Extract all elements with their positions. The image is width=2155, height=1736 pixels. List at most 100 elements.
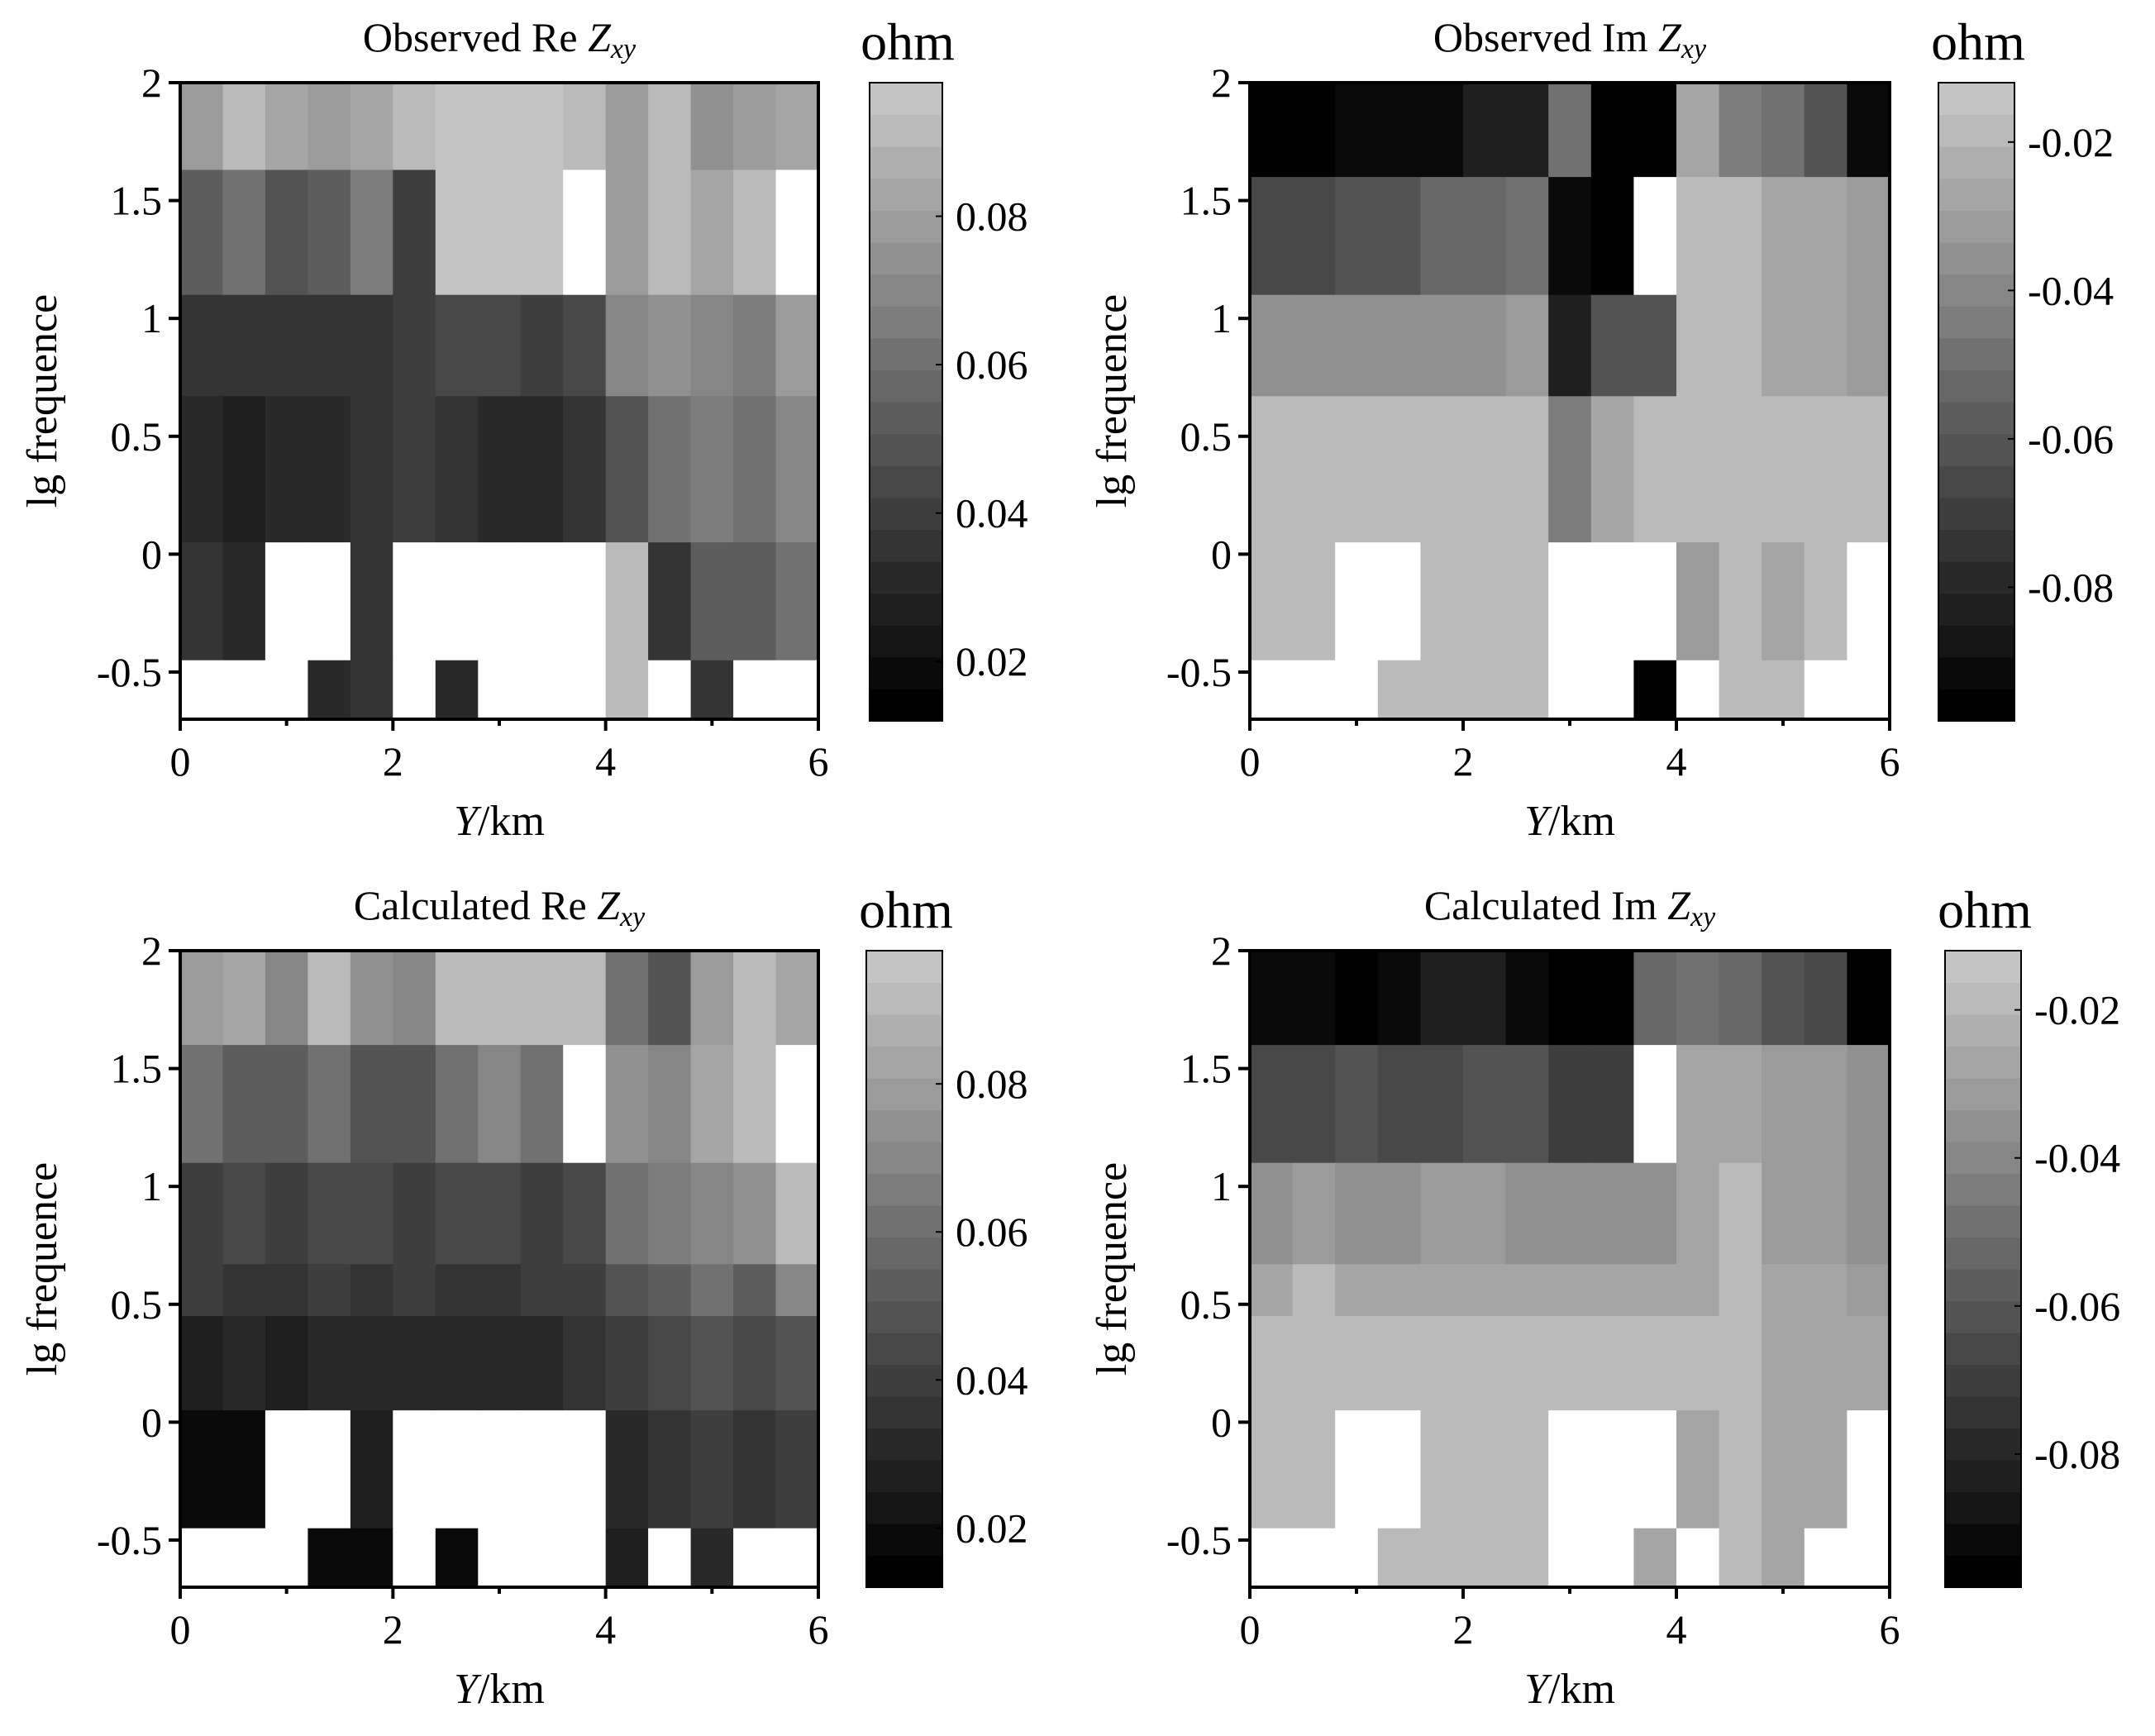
heatmap-cell: [1633, 1410, 1677, 1529]
heatmap-cell: [478, 660, 522, 720]
chart-title: Calculated Im Zxy: [1424, 882, 1716, 932]
heatmap-cell: [1548, 1316, 1592, 1411]
heatmap-cell: [1804, 83, 1847, 178]
heatmap-cell: [1590, 660, 1634, 720]
heatmap-cell: [775, 1264, 819, 1317]
heatmap-cell: [478, 396, 522, 543]
heatmap-cell: [350, 169, 393, 296]
heatmap-cell: [350, 1316, 393, 1411]
heatmap-cell: [1804, 396, 1847, 543]
heatmap-cell: [1505, 83, 1549, 178]
colorbar-step: [866, 1428, 942, 1461]
heatmap-cell: [690, 1410, 734, 1529]
heatmap-cell: [350, 660, 393, 720]
heatmap-cell: [478, 1264, 522, 1317]
colorbar-step: [1938, 337, 2014, 370]
heatmap-cell: [1590, 1410, 1634, 1529]
colorbar-step: [1945, 1109, 2021, 1142]
colorbar-step: [1938, 370, 2014, 403]
heatmap-cell: [1633, 1528, 1677, 1588]
heatmap-cell: [1676, 542, 1720, 661]
heatmap-cell: [733, 1162, 777, 1265]
heatmap-cell: [520, 1316, 564, 1411]
y-tick-label: 2: [1211, 60, 1232, 106]
colorbar-step: [1945, 1364, 2021, 1397]
heatmap-cell: [1463, 1410, 1507, 1529]
heatmap-cell: [1804, 1045, 1847, 1164]
colorbar-step: [1945, 1173, 2021, 1206]
heatmap-cell: [775, 1410, 819, 1529]
heatmap-cell: [1377, 542, 1421, 661]
heatmap-cell: [733, 1264, 777, 1317]
heatmap-cell: [308, 1316, 351, 1411]
heatmap-cell: [1762, 396, 1805, 543]
heatmap-cell: [265, 169, 308, 296]
heatmap-cell: [265, 660, 308, 720]
heatmap-cell: [648, 294, 692, 397]
heatmap-cell: [435, 1316, 479, 1411]
heatmap-cell: [222, 1528, 266, 1588]
heatmap-cell: [1676, 660, 1720, 720]
heatmap-cell: [1590, 542, 1634, 661]
heatmap-cell: [1292, 1264, 1336, 1317]
heatmap-cell: [1719, 1264, 1762, 1317]
colorbar-step: [1945, 1300, 2021, 1333]
heatmap-cell: [1292, 396, 1336, 543]
colorbar-tick-label: -0.02: [2028, 119, 2114, 165]
heatmap-cell: [563, 542, 607, 661]
heatmap-cell: [1548, 1162, 1592, 1265]
heatmap-cell: [1420, 83, 1464, 178]
heatmap-cell: [690, 1045, 734, 1164]
heatmap-cell: [1377, 294, 1421, 397]
heatmap-cell: [690, 1162, 734, 1265]
heatmap-cell: [1548, 1045, 1592, 1164]
heatmap-cell: [1250, 177, 1294, 296]
heatmap-cell: [1505, 1410, 1549, 1529]
colorbar: 0.08 0.06 0.04 0.02 ohm: [859, 880, 1028, 1588]
y-tick-label: -0.5: [1166, 649, 1232, 695]
heatmap-cell: [1292, 951, 1336, 1046]
heatmap-cell: [393, 396, 436, 543]
colorbar-step: [1945, 1396, 2021, 1429]
x-tick-label: 0: [1240, 1606, 1261, 1653]
colorbar-tick-label: 0.02: [956, 1505, 1028, 1551]
heatmap-cell: [1292, 660, 1336, 720]
heatmap-cell: [605, 1045, 649, 1164]
colorbar-step: [870, 593, 942, 626]
y-tick-label: 0: [1211, 1399, 1232, 1445]
y-tick-label: 1: [1211, 295, 1232, 341]
y-tick-label: 2: [141, 928, 162, 974]
heatmap-cell: [648, 1162, 692, 1265]
heatmap-cell: [180, 1264, 224, 1317]
heatmap-cell: [435, 1528, 479, 1588]
heatmap-cell: [1590, 951, 1634, 1046]
heatmap-cell: [265, 1162, 308, 1265]
heatmap-cell: [520, 951, 564, 1046]
heatmap-cell: [393, 1528, 436, 1588]
heatmap-cell: [1847, 1264, 1890, 1317]
colorbar-step: [1945, 1460, 2021, 1493]
heatmap-cell: [520, 294, 564, 397]
heatmap-cell: [308, 1264, 351, 1317]
heatmap-cell: [1762, 294, 1805, 397]
heatmap-cell: [1847, 542, 1890, 661]
heatmap-cell: [350, 1410, 393, 1529]
heatmap-cell: [180, 1528, 224, 1588]
y-axis-label: lg frequence: [1089, 294, 1136, 508]
heatmap-cell: [1250, 294, 1294, 397]
x-tick-label: 0: [170, 738, 191, 785]
colorbar-step: [870, 178, 942, 211]
heatmap-cell: [690, 1316, 734, 1411]
heatmap-cell: [605, 1162, 649, 1265]
colorbar-step: [1938, 689, 2014, 722]
chart-title: Observed Re Zxy: [363, 14, 636, 64]
heatmap-cell: [180, 396, 224, 543]
colorbar-step: [870, 337, 942, 370]
colorbar-step: [1945, 951, 2021, 984]
heatmap-cell: [1719, 1528, 1762, 1588]
y-tick-label: 1: [141, 295, 162, 341]
heatmap-cell: [350, 951, 393, 1046]
heatmap-cell: [1804, 177, 1847, 296]
heatmap-cell: [605, 1316, 649, 1411]
heatmap-cell: [1377, 396, 1421, 543]
